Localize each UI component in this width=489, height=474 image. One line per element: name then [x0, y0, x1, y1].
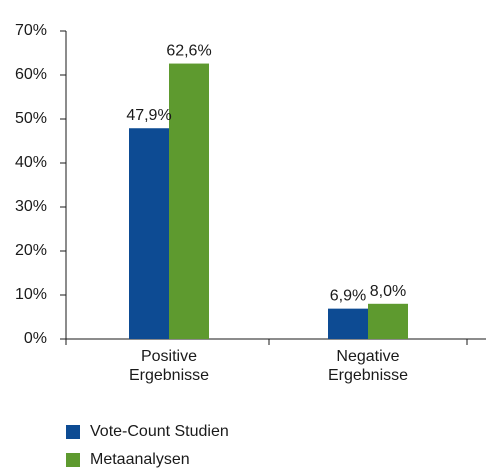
bar [368, 303, 408, 339]
data-label: 8,0% [370, 283, 406, 300]
bar [129, 128, 169, 339]
legend-label-metaanalysen: Metaanalysen [90, 451, 190, 468]
legend-label-vote-count: Vote-Count Studien [90, 423, 229, 440]
x-category-label-line: Ergebnisse [328, 367, 408, 384]
data-label: 62,6% [166, 43, 211, 60]
data-label: 47,9% [126, 107, 171, 124]
x-category-label: Positive Ergebnisse [129, 348, 209, 384]
y-tick-label: 30% [15, 198, 47, 215]
y-tick-label: 0% [24, 330, 47, 347]
labels: 47,9% 62,6% 6,9% 8,0% [126, 43, 406, 305]
legend-item-metaanalysen: Metaanalysen [66, 446, 229, 474]
legend: Vote-Count Studien Metaanalysen [66, 418, 229, 474]
x-category-label-line: Ergebnisse [129, 367, 209, 384]
y-tick-label: 40% [15, 154, 47, 171]
bar [169, 63, 209, 340]
legend-swatch-metaanalysen [66, 453, 80, 467]
x-category-label-line: Negative [336, 348, 399, 365]
bars [129, 63, 408, 340]
y-tick-label: 60% [15, 66, 47, 83]
x-category-label: Negative Ergebnisse [328, 348, 408, 384]
y-tick-label: 50% [15, 110, 47, 127]
legend-swatch-vote-count [66, 425, 80, 439]
data-label: 6,9% [330, 288, 366, 305]
legend-item-vote-count: Vote-Count Studien [66, 418, 229, 446]
y-tick-label: 20% [15, 242, 47, 259]
y-tick-label: 70% [15, 22, 47, 39]
y-tick-label: 10% [15, 286, 47, 303]
bar [328, 308, 368, 339]
axes: 0% 10% 20% 30% 40% 50% 60% 70% Positive Ergebniss… [15, 22, 486, 384]
x-category-label-line: Positive [141, 348, 197, 365]
